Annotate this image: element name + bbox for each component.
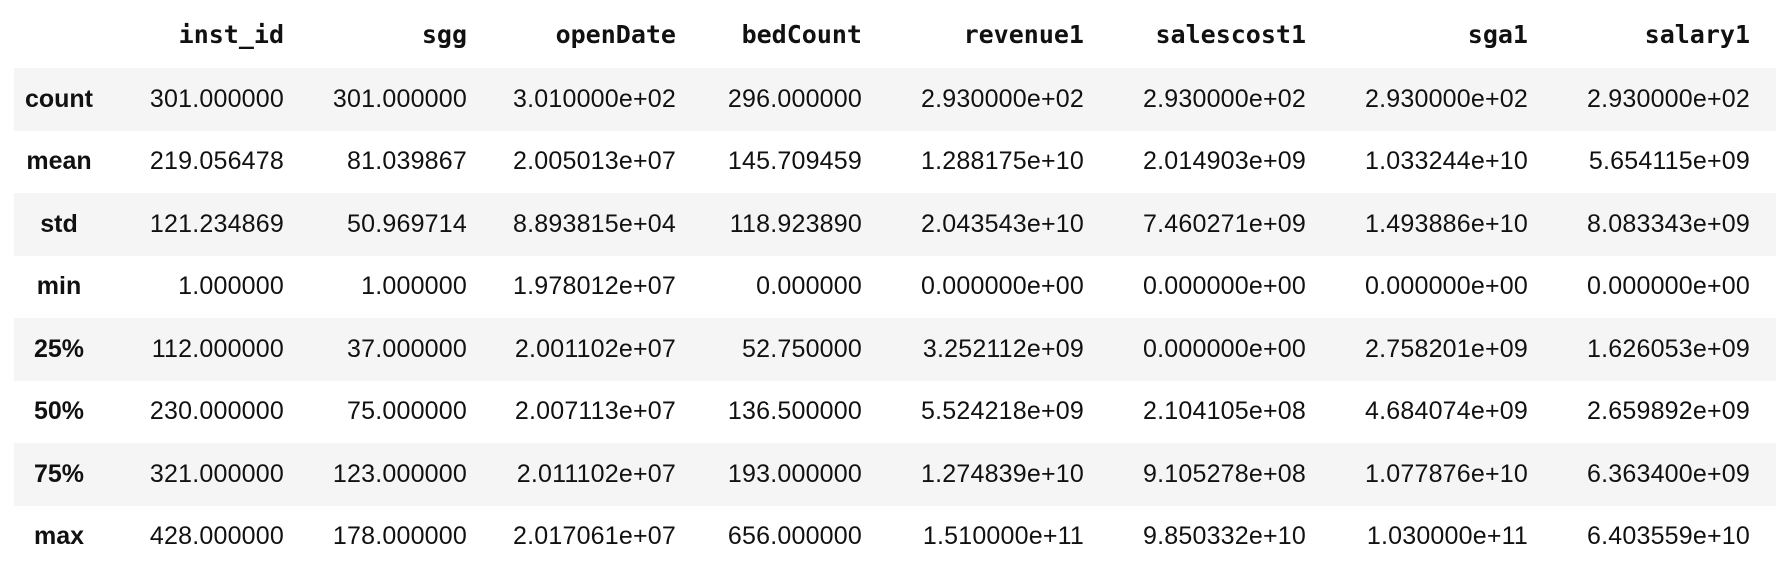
table-cell: 123.000000 (332, 459, 467, 488)
table-cell: 1.077876e+10 (1365, 459, 1528, 488)
table-cell: 2.930000e+02 (1365, 84, 1528, 113)
column-header: openDate (493, 0, 702, 68)
row-index-label: 50% (33, 397, 85, 426)
column-header: sga1 (1332, 0, 1554, 68)
table-cell: 0.000000e+00 (921, 272, 1084, 301)
table-row: count 301.000000 301.000000 3.010000e+02 296… (14, 68, 1776, 131)
table-cell: 2.014903e+09 (1143, 147, 1306, 176)
table-body: count 301.000000 301.000000 3.010000e+02 296… (14, 68, 1776, 568)
table-cell: 301.000000 (332, 84, 467, 113)
row-index-label: std (40, 209, 78, 238)
row-index-label: 75% (33, 459, 85, 488)
table-cell: 1.000000 (361, 272, 467, 301)
table-cell: 1.274839e+10 (921, 459, 1084, 488)
table-cell: 50.969714 (347, 209, 467, 238)
table-cell: 178.000000 (332, 522, 467, 551)
index-header (14, 0, 104, 68)
table-cell: 2.758201e+09 (1365, 334, 1528, 363)
table-cell: 8.083343e+09 (1587, 209, 1750, 238)
column-header: revenue1 (888, 0, 1110, 68)
table-cell: 1.510000e+11 (922, 522, 1084, 551)
column-header: salescost1 (1110, 0, 1332, 68)
table-cell: 5.654115e+09 (1588, 147, 1750, 176)
table-cell: 0.000000e+00 (1143, 272, 1306, 301)
table-cell: 2.007113e+07 (514, 397, 676, 426)
table-cell: 52.750000 (742, 334, 862, 363)
table-cell: 219.056478 (149, 147, 284, 176)
table-cell: 145.709459 (727, 147, 862, 176)
table-cell: 112.000000 (151, 334, 284, 363)
table-row: max 428.000000 178.000000 2.017061e+07 656.0… (14, 505, 1776, 568)
table-row: 50% 230.000000 75.000000 2.007113e+07 136.50… (14, 380, 1776, 443)
table-cell: 1.033244e+10 (1365, 147, 1528, 176)
table-cell: 230.000000 (149, 397, 284, 426)
row-index-label: mean (26, 147, 92, 176)
column-header: salary1 (1554, 0, 1776, 68)
table-cell: 6.403559e+10 (1587, 522, 1750, 551)
table-cell: 1.626053e+09 (1587, 334, 1750, 363)
table-cell: 0.000000 (756, 272, 862, 301)
table-cell: 37.000000 (347, 334, 467, 363)
row-index-label: min (36, 272, 82, 301)
table-cell: 2.017061e+07 (513, 522, 676, 551)
table-cell: 81.039867 (347, 147, 467, 176)
table-cell: 3.252112e+09 (922, 334, 1084, 363)
dataframe-output: inst_id sgg openDate bedCount revenue1 s… (14, 0, 1776, 568)
table-cell: 7.460271e+09 (1143, 209, 1306, 238)
table-cell: 321.000000 (149, 459, 284, 488)
table-cell: 75.000000 (347, 397, 467, 426)
table-cell: 0.000000e+00 (1143, 334, 1306, 363)
table-cell: 136.500000 (727, 397, 862, 426)
table-row: 25% 112.000000 37.000000 2.001102e+07 52.750… (14, 318, 1776, 381)
table-cell: 5.524218e+09 (921, 397, 1084, 426)
table-cell: 118.923890 (729, 209, 862, 238)
column-header: sgg (310, 0, 493, 68)
row-index-label: 25% (33, 334, 85, 363)
table-cell: 2.011102e+07 (516, 459, 676, 488)
table-cell: 0.000000e+00 (1587, 272, 1750, 301)
row-index-label: max (33, 522, 85, 551)
row-index-label: count (24, 84, 94, 113)
table-row: std 121.234869 50.969714 8.893815e+04 118.92… (14, 193, 1776, 256)
table-cell: 296.000000 (727, 84, 862, 113)
describe-table: inst_id sgg openDate bedCount revenue1 s… (14, 0, 1776, 568)
table-cell: 4.684074e+09 (1365, 397, 1528, 426)
table-cell: 428.000000 (149, 522, 284, 551)
table-cell: 1.030000e+11 (1366, 522, 1528, 551)
table-row: mean 219.056478 81.039867 2.005013e+07 145.7… (14, 130, 1776, 193)
table-cell: 2.001102e+07 (514, 334, 676, 363)
table-cell: 0.000000e+00 (1365, 272, 1528, 301)
table-cell: 2.659892e+09 (1587, 397, 1750, 426)
header-row: inst_id sgg openDate bedCount revenue1 s… (14, 0, 1776, 68)
table-cell: 301.000000 (149, 84, 284, 113)
table-cell: 1.000000 (178, 272, 284, 301)
table-cell: 9.105278e+08 (1143, 459, 1306, 488)
table-cell: 3.010000e+02 (513, 84, 676, 113)
table-cell: 2.043543e+10 (921, 209, 1084, 238)
table-cell: 1.978012e+07 (513, 272, 676, 301)
table-cell: 2.930000e+02 (1143, 84, 1306, 113)
table-cell: 2.930000e+02 (1587, 84, 1750, 113)
table-cell: 1.288175e+10 (921, 147, 1084, 176)
table-cell: 2.104105e+08 (1143, 397, 1306, 426)
table-cell: 1.493886e+10 (1365, 209, 1528, 238)
table-header: inst_id sgg openDate bedCount revenue1 s… (14, 0, 1776, 68)
table-cell: 2.005013e+07 (513, 147, 676, 176)
table-cell: 656.000000 (727, 522, 862, 551)
table-cell: 9.850332e+10 (1143, 522, 1306, 551)
column-header: bedCount (702, 0, 888, 68)
table-cell: 193.000000 (727, 459, 862, 488)
column-header: inst_id (104, 0, 310, 68)
table-row: min 1.000000 1.000000 1.978012e+07 0.000000 0… (14, 255, 1776, 318)
table-cell: 8.893815e+04 (513, 209, 676, 238)
table-cell: 2.930000e+02 (921, 84, 1084, 113)
table-row: 75% 321.000000 123.000000 2.011102e+07 193.0… (14, 443, 1776, 506)
table-cell: 6.363400e+09 (1587, 459, 1750, 488)
table-cell: 121.234869 (149, 209, 284, 238)
